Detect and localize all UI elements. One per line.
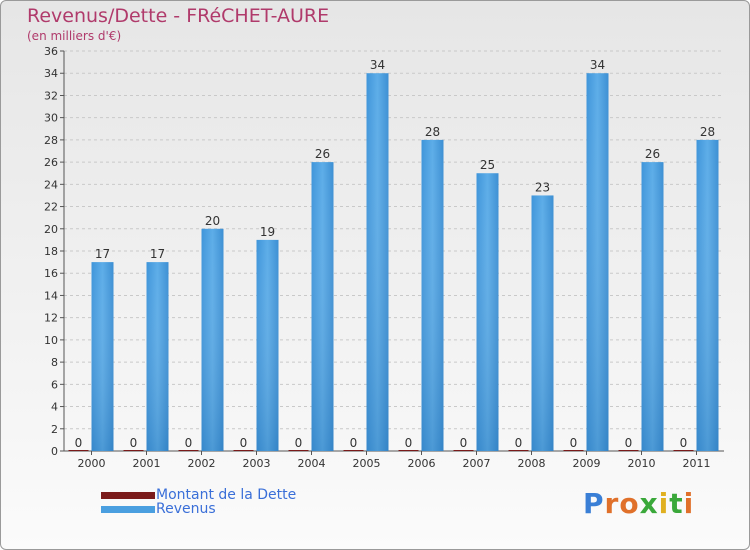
x-tick-label: 2006: [408, 457, 436, 470]
y-tick-label: 12: [44, 312, 58, 325]
legend-swatch-debt: [101, 492, 155, 499]
data-label-revenue: 26: [315, 147, 330, 161]
legend-label-revenue: Revenus: [156, 501, 216, 517]
bar-debt: [398, 450, 419, 451]
y-tick-label: 34: [44, 67, 58, 80]
bar-debt: [123, 450, 144, 451]
x-tick-label: 2007: [463, 457, 491, 470]
y-tick-label: 24: [44, 178, 58, 191]
legend-label-debt: Montant de la Dette: [156, 487, 297, 503]
bar-debt: [618, 450, 639, 451]
proxiti-logo: Proxiti: [583, 487, 695, 520]
x-tick-label: 2003: [243, 457, 271, 470]
y-tick-label: 0: [51, 445, 58, 458]
data-label-revenue: 17: [95, 247, 110, 261]
y-tick-label: 22: [44, 201, 58, 214]
x-tick-label: 2005: [353, 457, 381, 470]
data-label-revenue: 28: [700, 125, 715, 139]
y-tick-label: 6: [51, 378, 58, 391]
bar-debt: [288, 450, 309, 451]
y-tick-label: 36: [44, 45, 58, 58]
data-label-debt: 0: [185, 436, 193, 450]
bar-debt: [563, 450, 584, 451]
bar-revenue-shade: [91, 262, 114, 451]
data-label-revenue: 25: [480, 158, 495, 172]
bar-debt: [673, 450, 694, 451]
x-tick-label: 2002: [188, 457, 216, 470]
y-tick-label: 14: [44, 289, 58, 302]
bar-revenue-shade: [696, 139, 719, 451]
data-label-revenue: 34: [370, 58, 385, 72]
bar-debt: [453, 450, 474, 451]
y-tick-label: 20: [44, 223, 58, 236]
data-label-revenue: 20: [205, 214, 220, 228]
bar-revenue-shade: [531, 195, 554, 451]
bar-revenue-shade: [311, 162, 334, 451]
bar-revenue-shade: [201, 228, 224, 451]
data-label-debt: 0: [680, 436, 688, 450]
bar-revenue-shade: [586, 73, 609, 451]
data-label-revenue: 26: [645, 147, 660, 161]
data-label-debt: 0: [240, 436, 248, 450]
y-tick-label: 18: [44, 245, 58, 258]
data-label-debt: 0: [460, 436, 468, 450]
data-label-debt: 0: [130, 436, 138, 450]
x-tick-label: 2008: [518, 457, 546, 470]
y-tick-label: 4: [51, 401, 58, 414]
bar-debt: [178, 450, 199, 451]
x-tick-label: 2010: [628, 457, 656, 470]
bar-revenue-shade: [641, 162, 664, 451]
bar-revenue-shade: [366, 73, 389, 451]
data-label-revenue: 19: [260, 225, 275, 239]
bar-revenue-shade: [256, 239, 279, 451]
data-label-revenue: 17: [150, 247, 165, 261]
y-tick-label: 16: [44, 267, 58, 280]
bar-revenue-shade: [146, 262, 169, 451]
data-label-debt: 0: [625, 436, 633, 450]
x-tick-label: 2011: [683, 457, 711, 470]
x-tick-label: 2000: [78, 457, 106, 470]
data-label-revenue: 23: [535, 180, 550, 194]
y-tick-label: 8: [51, 356, 58, 369]
x-tick-label: 2001: [133, 457, 161, 470]
chart-title: Revenus/Dette - FRéCHET-AURE: [27, 5, 330, 27]
chart-subtitle: (en milliers d'€): [27, 29, 122, 43]
legend-swatch-revenue: [101, 506, 155, 513]
data-label-revenue: 34: [590, 58, 605, 72]
x-tick-label: 2009: [573, 457, 601, 470]
y-tick-label: 26: [44, 156, 58, 169]
bar-revenue-shade: [476, 173, 499, 451]
bar-debt: [68, 450, 89, 451]
y-tick-label: 32: [44, 89, 58, 102]
y-tick-label: 2: [51, 423, 58, 436]
data-label-debt: 0: [295, 436, 303, 450]
x-tick-label: 2004: [298, 457, 326, 470]
data-label-debt: 0: [75, 436, 83, 450]
y-tick-label: 30: [44, 112, 58, 125]
bar-debt: [508, 450, 529, 451]
bar-debt: [233, 450, 254, 451]
y-tick-label: 10: [44, 334, 58, 347]
bar-debt: [343, 450, 364, 451]
data-label-debt: 0: [515, 436, 523, 450]
y-tick-label: 28: [44, 134, 58, 147]
bar-revenue-shade: [421, 139, 444, 451]
data-label-revenue: 28: [425, 125, 440, 139]
data-label-debt: 0: [405, 436, 413, 450]
data-label-debt: 0: [570, 436, 578, 450]
data-label-debt: 0: [350, 436, 358, 450]
